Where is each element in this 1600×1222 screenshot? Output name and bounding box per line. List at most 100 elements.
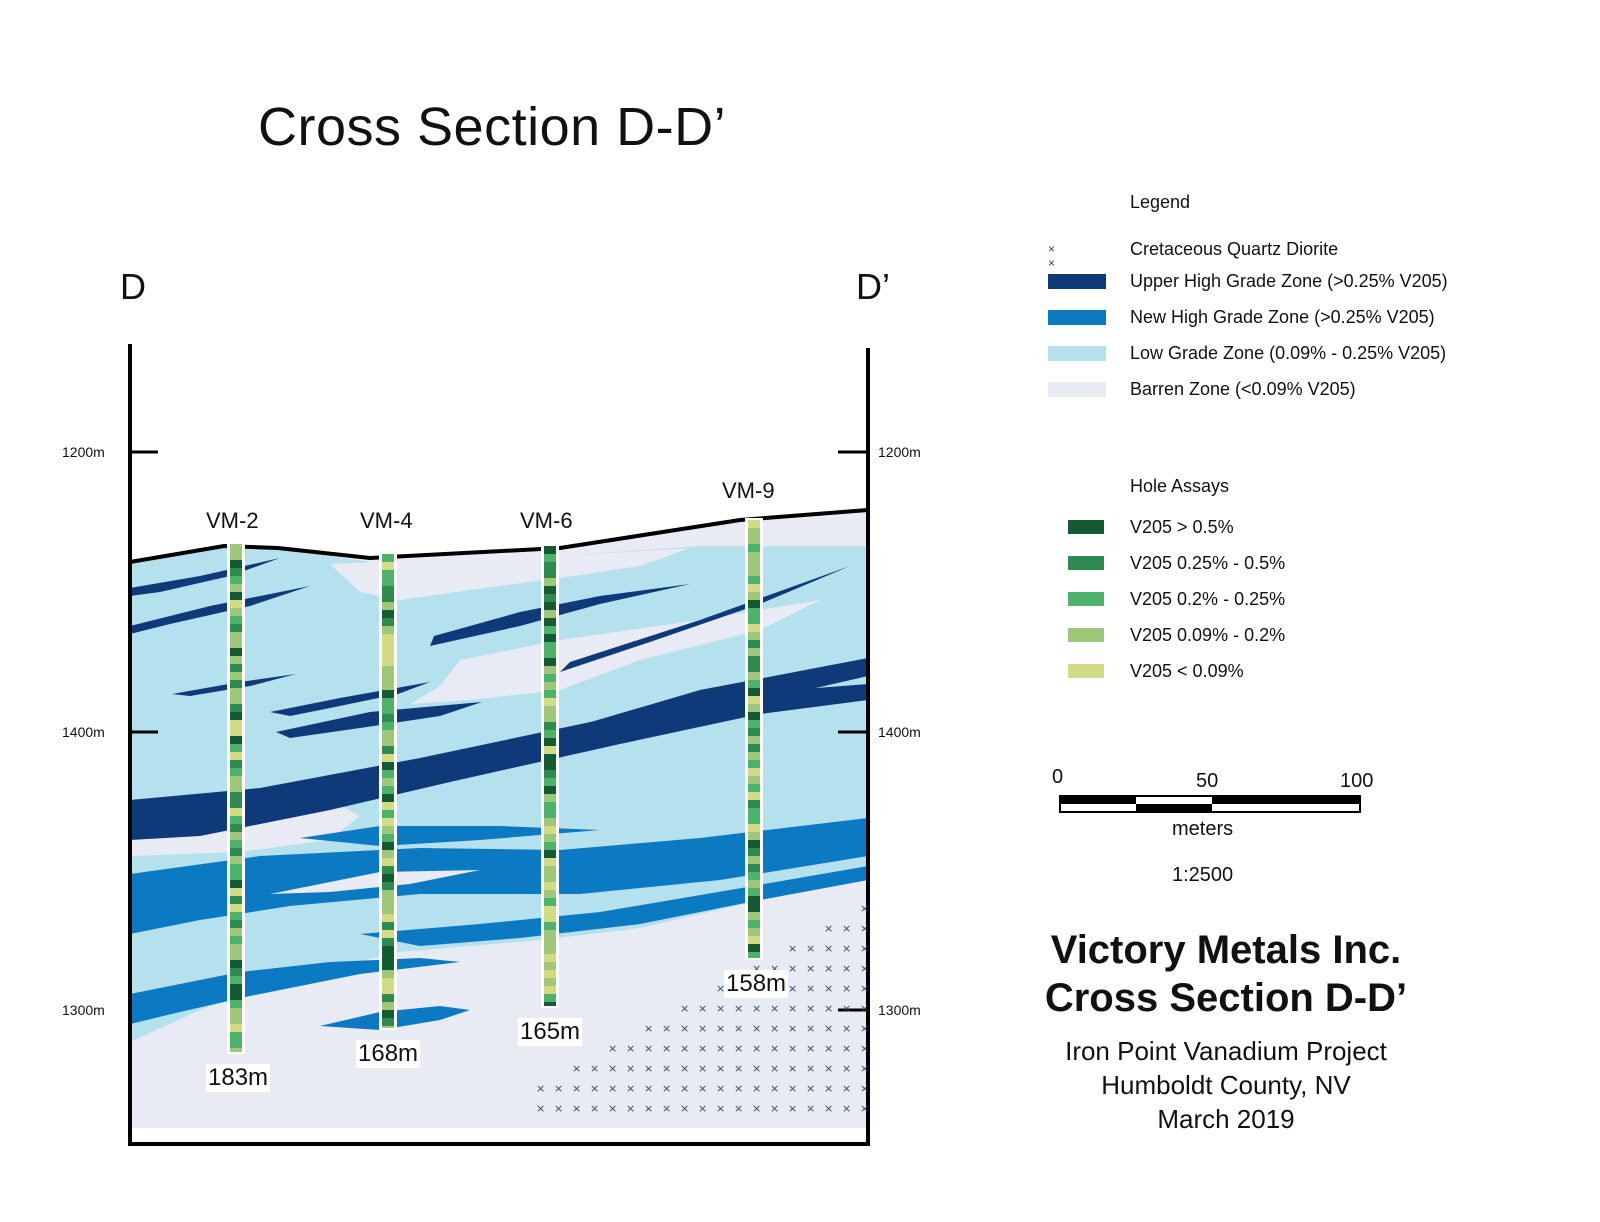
scale-ratio: 1:2500 [1172,864,1234,886]
assay-segment [230,704,242,712]
assay-segment [230,944,242,952]
assay-segment [748,632,760,640]
assay-segment [382,626,394,634]
diorite-mark: × [788,942,797,955]
assay-segment [748,888,760,896]
assay-segment [230,760,242,768]
diorite-mark: × [734,1062,743,1075]
assay-segment [748,608,760,616]
assay-segment [544,722,556,730]
assay-segment [382,810,394,818]
diorite-mark: × [824,982,833,995]
diorite-mark: × [590,1082,599,1095]
assay-segment [544,922,556,930]
assay-segment [230,784,242,792]
diorite-mark: × [806,1022,815,1035]
assay-segment [382,962,394,970]
assay-segment [544,834,556,842]
diorite-mark: × [752,1042,761,1055]
assay-segment [230,552,242,560]
assay-segment [382,1002,394,1010]
assay-segment [748,624,760,632]
assay-segment [230,1024,242,1032]
diorite-mark: × [824,1022,833,1035]
diorite-mark: × [788,1002,797,1015]
assay-segment [230,832,242,840]
assay-segment [382,986,394,994]
assay-segment [230,1000,242,1008]
diorite-mark: × [770,1082,779,1095]
assay-segment [748,600,760,608]
diorite-mark: × [608,1042,617,1055]
assay-segment [544,994,556,1002]
diorite-mark: × [572,1102,581,1115]
assay-segment [230,672,242,680]
assay-segment [544,626,556,634]
assay-segment [382,610,394,618]
assay-segment [230,896,242,904]
assay-segment [230,816,242,824]
assay-segment [544,706,556,714]
diorite-mark: × [860,922,869,935]
diorite-mark: × [698,1102,707,1115]
assay-segment [748,576,760,584]
diorite-mark: × [806,962,815,975]
diorite-mark: × [662,1042,671,1055]
drill-hole-name: VM-2 [206,508,259,533]
diorite-mark: × [554,1102,563,1115]
assay-segment [230,912,242,920]
drill-hole-name: VM-6 [520,508,573,533]
assay-segment [748,768,760,776]
assay-segment [382,1026,394,1028]
assay-segment [230,1008,242,1016]
diorite-mark: × [752,1022,761,1035]
diorite-mark: × [860,1062,869,1075]
assay-segment [230,968,242,976]
assay-segment [382,954,394,962]
new-high-grade-band [130,818,868,934]
diorite-mark: × [806,942,815,955]
scale-tick-label: 100 [1340,770,1374,792]
assay-segment [382,978,394,986]
assay-segment [544,1002,556,1006]
assay-segment [230,984,242,992]
assay-segment [230,928,242,936]
diorite-mark: × [842,942,851,955]
diorite-mark: × [662,1102,671,1115]
upper-high-grade-band [430,584,690,646]
company-name: Victory Metals Inc. [1050,928,1402,972]
diorite-mark: × [860,1102,869,1115]
assay-segment [230,576,242,584]
diorite-mark: × [698,1022,707,1035]
diorite-mark: × [752,962,761,975]
assay-segment [544,594,556,602]
assay-segment [382,898,394,906]
assay-swatch [1068,520,1104,534]
elevation-label: 1200m [878,444,921,460]
diorite-mark: × [788,1062,797,1075]
assay-segment [544,866,556,874]
assay-segment [230,688,242,696]
new-high-grade-band [270,870,480,894]
assay-segment [544,730,556,738]
assay-segment [382,570,394,578]
diorite-mark: × [716,1022,725,1035]
assay-segment [382,690,394,698]
assay-segment [382,858,394,866]
diorite-mark: × [788,1102,797,1115]
assay-segment [748,664,760,672]
diorite-mark: × [734,1082,743,1095]
assay-segment [748,928,760,936]
assay-segment [544,754,556,762]
assay-segment [230,920,242,928]
assay-segment [544,554,556,562]
assay-segment [748,536,760,544]
assay-segment [544,930,556,938]
scale-bar [1059,795,1361,813]
assay-segment [748,944,760,952]
assay-segment [382,938,394,946]
diorite-mark: × [734,1002,743,1015]
assay-segment [748,560,760,568]
assay-segment [544,802,556,810]
